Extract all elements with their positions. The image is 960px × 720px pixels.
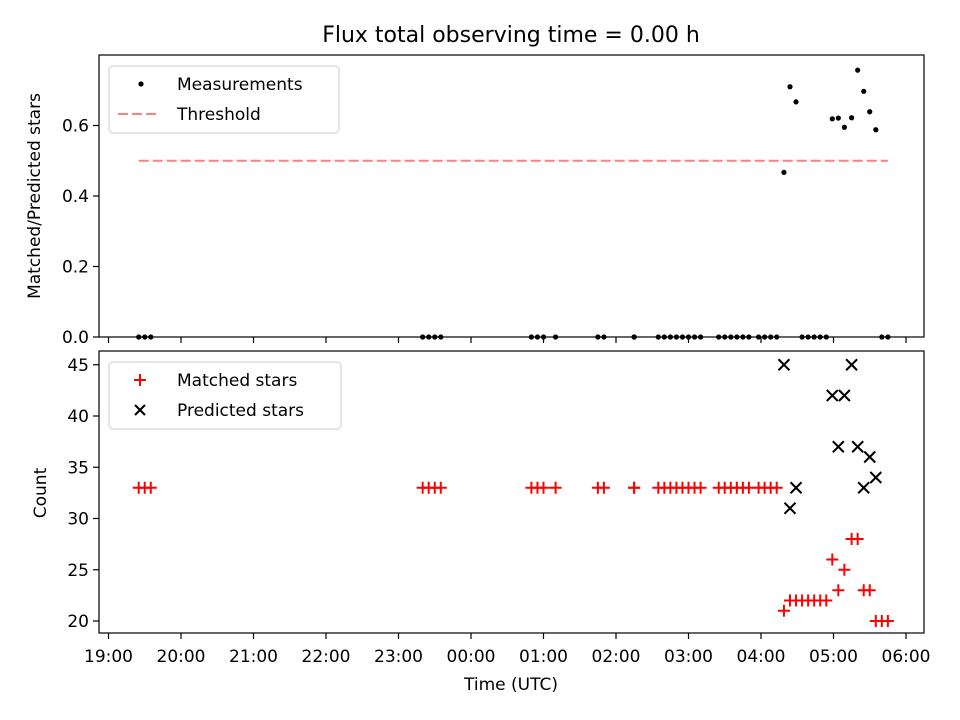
x-stroke <box>857 481 870 494</box>
top-y-tick-label: 0.6 <box>62 117 89 137</box>
bottom-legend: Matched stars Predicted stars <box>108 361 342 430</box>
top-plot-area <box>136 67 891 340</box>
x-stroke <box>789 481 803 494</box>
top-legend-frame <box>108 65 340 134</box>
matched-star-point <box>832 584 845 597</box>
top-y-axis-label: Matched/Predicted stars <box>25 93 45 299</box>
bottom-legend-frame <box>108 361 342 430</box>
legend-marker-measurements <box>138 81 144 87</box>
matched-star-point <box>820 594 833 607</box>
matched-star-point <box>549 481 562 494</box>
x-tick-label: 19:00 <box>84 647 133 667</box>
matched-star-point <box>537 481 550 494</box>
x-stroke <box>851 440 864 453</box>
x-stroke <box>869 471 882 484</box>
predicted-star-point <box>832 440 845 453</box>
measurement-point <box>793 99 799 105</box>
matched-star-point <box>434 481 447 494</box>
x-stroke <box>863 450 876 464</box>
legend-label-predicted: Predicted stars <box>177 401 304 421</box>
x-tick-label: 04:00 <box>737 647 786 667</box>
measurement-point <box>867 109 873 115</box>
predicted-star-point <box>826 389 839 402</box>
predicted-star-point <box>863 450 876 464</box>
predicted-star-point <box>838 389 851 402</box>
predicted-star-point <box>777 358 791 371</box>
predicted-star-point <box>789 481 803 494</box>
legend-marker-predicted <box>134 404 146 416</box>
top-legend: Measurements Threshold <box>108 65 340 134</box>
top-y-ticks: 0.0 0.2 0.4 0.6 <box>62 117 99 348</box>
bottom-axes-frame <box>98 350 925 634</box>
matched-star-point <box>826 553 839 566</box>
x-axis-label: Time (UTC) <box>463 675 558 695</box>
bottom-x-ticks: 19:00 20:00 21:00 22:00 23:00 00:00 01:00 02:00… <box>84 633 931 667</box>
matched-star-point <box>628 481 641 494</box>
measurement-point <box>841 124 847 130</box>
measurement-point <box>829 116 835 122</box>
bottom-y-tick-label: 35 <box>67 458 89 478</box>
x-tick-label: 20:00 <box>157 647 206 667</box>
bottom-y-tick-label: 25 <box>67 561 89 581</box>
matched-star-point <box>881 615 894 627</box>
matched-star-point <box>777 604 790 617</box>
bottom-y-tick-label: 40 <box>67 407 89 427</box>
x-tick-label: 21:00 <box>229 647 278 667</box>
x-stroke <box>826 389 839 402</box>
matched-star-point <box>838 563 851 576</box>
measurement-point <box>835 115 841 121</box>
chart-title: Flux total observing time = 0.00 h <box>322 23 700 48</box>
x-tick-label: 00:00 <box>447 647 496 667</box>
predicted-star-point <box>869 471 882 484</box>
predicted-star-point <box>851 440 864 453</box>
bottom-y-tick-label: 30 <box>67 510 89 530</box>
x-tick-label: 02:00 <box>592 647 641 667</box>
measurement-point <box>861 88 867 94</box>
matched-star-point <box>770 481 783 494</box>
bottom-panel: 19:00 20:00 21:00 22:00 23:00 00:00 01:00 02:00… <box>31 350 931 695</box>
matched-star-point <box>597 481 610 494</box>
bottom-y-ticks: 20 25 30 35 40 45 <box>67 356 99 632</box>
measurement-point <box>873 127 879 133</box>
top-y-tick-label: 0.0 <box>62 328 89 348</box>
predicted-star-point <box>845 358 858 371</box>
x-stroke <box>832 440 845 453</box>
x-tick-label: 05:00 <box>809 647 858 667</box>
matched-star-point <box>694 481 707 494</box>
measurement-point <box>781 169 787 175</box>
x-tick-label: 23:00 <box>374 647 423 667</box>
matched-star-point <box>851 533 864 545</box>
x-tick-label: 06:00 <box>882 647 931 667</box>
x-stroke <box>777 358 791 371</box>
x-tick-label: 22:00 <box>302 647 351 667</box>
x-stroke <box>783 502 797 515</box>
top-x-ticks <box>107 337 907 343</box>
legend-label-threshold: Threshold <box>176 105 261 125</box>
predicted-star-point <box>857 481 870 494</box>
matched-star-point <box>863 584 876 597</box>
bottom-y-tick-label: 20 <box>67 612 89 632</box>
measurement-point <box>787 84 793 90</box>
bottom-y-axis-label: Count <box>31 467 51 518</box>
top-y-tick-label: 0.4 <box>62 187 89 207</box>
legend-label-measurements: Measurements <box>177 75 303 95</box>
measurement-point <box>849 115 855 121</box>
legend-label-matched: Matched stars <box>177 371 297 391</box>
bottom-y-tick-label: 45 <box>67 356 89 376</box>
x-tick-label: 01:00 <box>519 647 568 667</box>
measurement-point <box>855 67 861 73</box>
matched-star-point <box>144 481 157 494</box>
top-y-tick-label: 0.2 <box>62 258 89 278</box>
x-tick-label: 03:00 <box>664 647 713 667</box>
legend-marker-matched <box>134 374 146 386</box>
predicted-star-point <box>783 502 797 515</box>
x-stroke <box>845 358 858 371</box>
top-panel: 0.0 0.2 0.4 0.6 Matched/Predicted stars Mea… <box>25 54 925 348</box>
x-stroke <box>838 389 851 402</box>
bottom-plot-area <box>132 358 894 627</box>
